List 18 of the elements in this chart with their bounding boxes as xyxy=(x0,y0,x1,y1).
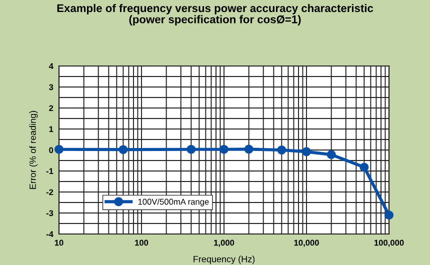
x-tick-label: 100,000 xyxy=(374,240,404,247)
legend-label: 100V/500mA range xyxy=(138,198,209,206)
y-tick-label: 1 xyxy=(49,126,54,132)
y-tick-label: -3 xyxy=(46,210,54,216)
y-tick-label: -2 xyxy=(46,189,54,196)
chart-title: Example of frequency versus power accuracy characteristic (power specification for cosØ=1) xyxy=(57,4,374,26)
y-tick-label: -1 xyxy=(46,168,54,174)
y-tick-label: 2 xyxy=(49,105,54,112)
x-axis-title: Frequency (Hz) xyxy=(194,256,255,264)
x-tick-label: 100 xyxy=(135,240,148,246)
x-tick-label: 10,000 xyxy=(294,240,319,247)
y-axis-title: Error (% of reading) xyxy=(29,110,38,189)
y-tick-label: -4 xyxy=(46,231,54,238)
x-tick-label: 1,000 xyxy=(214,240,234,247)
y-tick-label: 3 xyxy=(49,84,54,90)
x-tick-label: 10 xyxy=(54,240,64,246)
y-tick-label: 0 xyxy=(49,147,54,154)
y-tick-label: 4 xyxy=(48,63,54,70)
